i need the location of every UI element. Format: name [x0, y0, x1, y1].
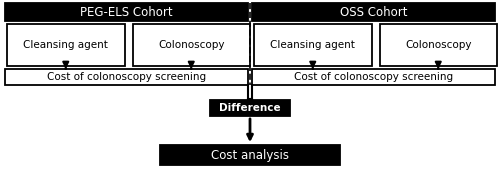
Bar	[210, 100, 290, 116]
Bar	[132, 24, 250, 66]
Bar	[160, 145, 340, 165]
Text: Difference: Difference	[219, 103, 281, 113]
Text: Cost of colonoscopy screening: Cost of colonoscopy screening	[47, 72, 206, 82]
Text: Cost of colonoscopy screening: Cost of colonoscopy screening	[294, 72, 453, 82]
Text: Cost analysis: Cost analysis	[211, 148, 289, 162]
Bar	[252, 69, 495, 85]
Bar	[252, 3, 495, 21]
Text: OSS Cohort: OSS Cohort	[340, 5, 407, 19]
Bar	[5, 69, 248, 85]
Bar	[7, 24, 124, 66]
Text: PEG-ELS Cohort: PEG-ELS Cohort	[80, 5, 173, 19]
Text: Colonoscopy: Colonoscopy	[405, 40, 471, 50]
Bar	[380, 24, 497, 66]
Text: Colonoscopy: Colonoscopy	[158, 40, 224, 50]
Text: Cleansing agent: Cleansing agent	[270, 40, 355, 50]
Bar	[5, 3, 248, 21]
Text: Cleansing agent: Cleansing agent	[24, 40, 108, 50]
Bar	[254, 24, 372, 66]
